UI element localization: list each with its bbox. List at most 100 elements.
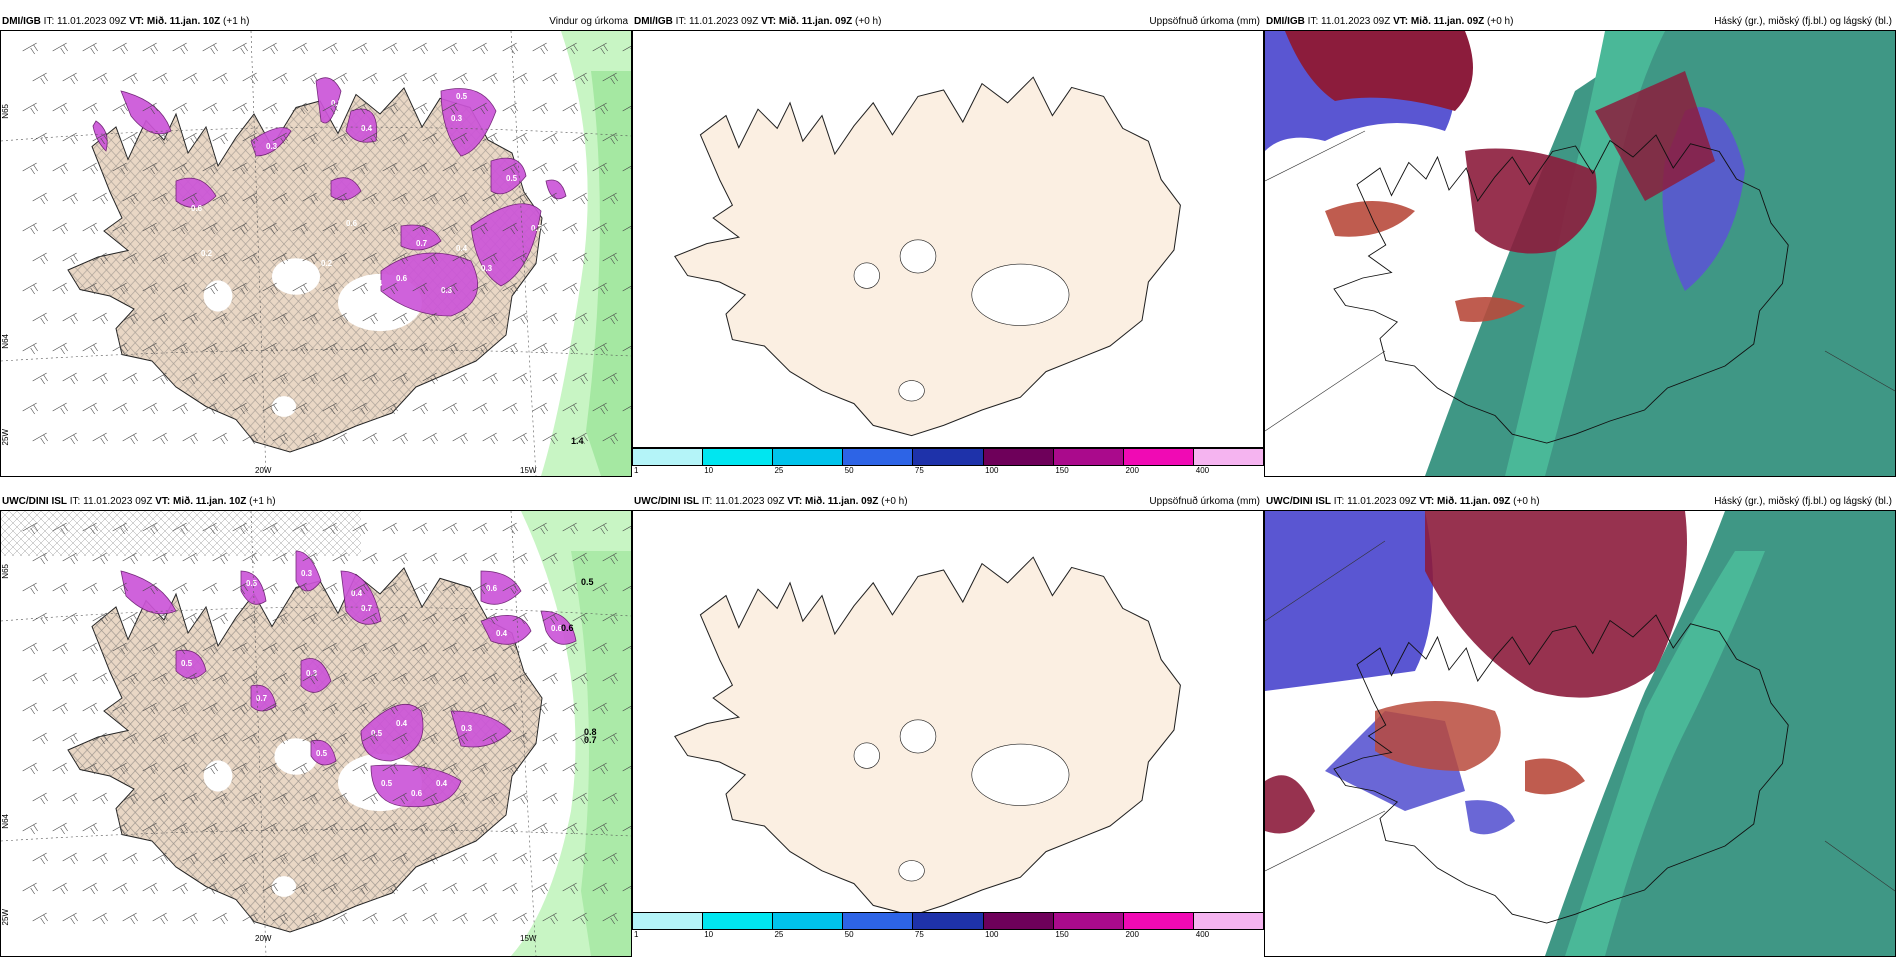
wind-barb	[592, 822, 608, 835]
wind-barb	[602, 792, 618, 805]
map-frame: 0.6 0.3 0.3 0.5 0.4 0.6 0.2 0.2 0.3 0.7 …	[0, 30, 632, 477]
wind-barb	[442, 762, 458, 775]
wind-barb	[472, 582, 488, 595]
wind-barb	[482, 672, 498, 685]
wind-barb	[382, 822, 398, 835]
colorbar-ticks: 1 10 25 50 75 100 150 200 400	[632, 930, 1264, 942]
wind-barb	[572, 252, 588, 265]
wind-barb	[302, 252, 318, 265]
wind-barb	[512, 672, 528, 685]
svg-text:0.6: 0.6	[561, 623, 574, 633]
wind-barb	[242, 852, 258, 865]
wind-barb	[512, 192, 528, 205]
colorbar-swatch	[633, 913, 704, 929]
graticule	[1, 511, 631, 956]
wind-barb	[472, 282, 488, 295]
wind-barb	[332, 852, 348, 865]
wind-barb	[542, 312, 558, 325]
wind-barb	[382, 222, 398, 235]
wind-barb	[232, 342, 248, 355]
wind-barb	[302, 912, 318, 925]
wind-barb	[202, 222, 218, 235]
wind-barb	[512, 732, 528, 745]
wind-barb	[412, 42, 428, 55]
wind-barb	[272, 732, 288, 745]
wind-barb	[322, 642, 338, 655]
wind-barb	[472, 402, 488, 415]
wind-barb	[442, 102, 458, 115]
wind-barb	[52, 642, 68, 655]
wind-barb	[482, 192, 498, 205]
colorbar-swatch	[633, 449, 704, 465]
wind-barb	[212, 72, 228, 85]
wind-barb	[472, 222, 488, 235]
wind-barb	[572, 192, 588, 205]
wind-barb	[452, 372, 468, 385]
wind-barb	[442, 282, 458, 295]
wind-barb	[122, 192, 138, 205]
wind-barb	[172, 882, 188, 895]
wind-barb	[52, 762, 68, 775]
wind-barb	[302, 612, 318, 625]
svg-text:0.5: 0.5	[316, 749, 328, 758]
wind-barb	[182, 432, 198, 445]
wind-barb	[412, 702, 428, 715]
wind-barb	[202, 342, 218, 355]
wind-barb	[112, 222, 128, 235]
wind-barb	[622, 585, 631, 592]
wind-barb	[52, 102, 68, 115]
wind-barb	[502, 102, 518, 115]
colorbar-tick-label: 50	[844, 930, 854, 939]
wind-barb	[382, 282, 398, 295]
wind-barb	[262, 882, 278, 895]
wind-barb	[22, 882, 38, 895]
wind-barb	[382, 702, 398, 715]
wind-barb	[592, 522, 608, 535]
svg-text:0.3: 0.3	[461, 724, 473, 733]
wind-barb	[62, 672, 78, 685]
svg-text:0.2: 0.2	[321, 259, 333, 268]
map-frame	[632, 30, 1264, 448]
wind-barb	[92, 312, 108, 325]
wind-barb	[442, 402, 458, 415]
svg-text:0.6: 0.6	[396, 274, 408, 283]
wind-barb	[422, 432, 438, 445]
wind-barb	[112, 522, 128, 535]
wind-barb	[82, 762, 98, 775]
wind-barb	[452, 312, 468, 325]
wind-barb	[112, 882, 128, 895]
wind-barb	[152, 792, 168, 805]
svg-text:0.4: 0.4	[371, 279, 383, 288]
wind-barb	[382, 522, 398, 535]
wind-barb	[302, 552, 318, 565]
wind-barb	[362, 852, 378, 865]
wind-barb	[332, 132, 348, 145]
colorbar-swatch	[983, 449, 1054, 465]
wind-barb	[302, 792, 318, 805]
wind-barb	[242, 792, 258, 805]
wind-barb	[392, 672, 408, 685]
wind-barb	[92, 612, 108, 625]
wind-barb	[362, 372, 378, 385]
wind-barb	[62, 912, 78, 925]
wind-precip-map: 0.6 0.3 0.3 0.5 0.4 0.6 0.2 0.2 0.3 0.7 …	[1, 31, 631, 476]
svg-text:0.5: 0.5	[371, 729, 383, 738]
svg-text:0.3: 0.3	[481, 264, 493, 273]
svg-text:0.3: 0.3	[441, 286, 453, 295]
wind-barb	[602, 612, 618, 625]
wind-barb	[382, 102, 398, 115]
wind-precip-map: 0.5 0.3 0.4 0.6 0.4 0.5 0.3 0.7 0.5 0.4 …	[1, 511, 631, 956]
wind-barb	[92, 72, 108, 85]
wind-barb	[22, 522, 38, 535]
wind-barb	[122, 432, 138, 445]
wind-barb	[272, 252, 288, 265]
precip-value-labels: 0.5 0.3 0.4 0.6 0.4 0.5 0.3 0.7 0.5 0.4 …	[181, 569, 563, 798]
wind-barb	[262, 582, 278, 595]
wind-barb	[242, 312, 258, 325]
wind-barb	[152, 432, 168, 445]
wind-barb	[82, 102, 98, 115]
svg-text:0.4: 0.4	[436, 779, 448, 788]
wind-barb	[602, 192, 618, 205]
wind-barb	[362, 672, 378, 685]
wind-barb	[512, 132, 528, 145]
